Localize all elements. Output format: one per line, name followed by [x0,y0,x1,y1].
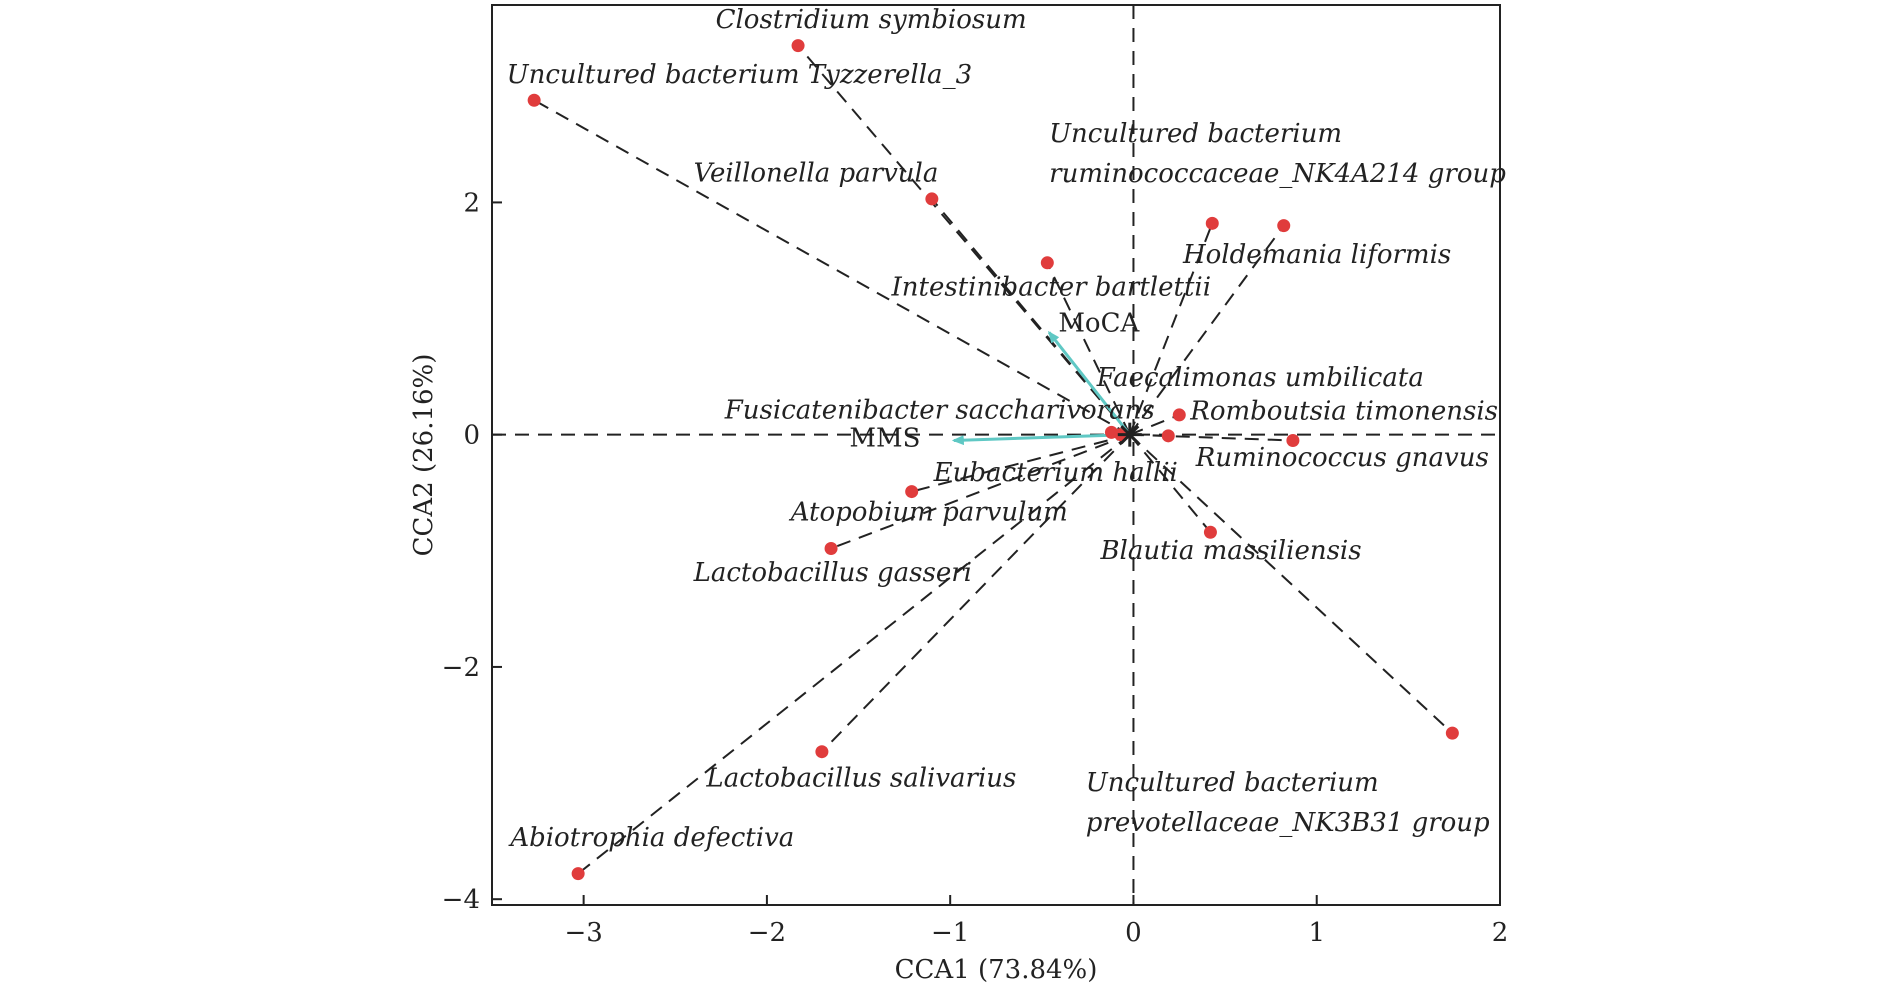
x-tick-label: 0 [1125,918,1142,948]
species-point [815,745,829,759]
species-connector [1128,222,1214,436]
species-label: Eubacterium hallii [933,458,1178,488]
species-label: Lactobacillus salivarius [705,764,1016,794]
env-vector-label: MoCA [1058,308,1140,338]
species-point [1203,525,1217,539]
species-connector [1128,225,1285,436]
plot-frame [491,4,1501,906]
species-points [527,39,1459,881]
species-point [571,867,585,881]
species-connector [830,433,1131,550]
species-label: Veillonella parvula [694,159,939,189]
env-vector-label: MMS [849,423,920,453]
y-tick-label: 0 [463,421,480,451]
x-axis-label: CCA1 (73.84%) [895,955,1098,985]
species-label: prevotellaceae_NK3B31 group [1086,808,1490,838]
species-connector [931,198,1131,436]
species-point [1161,429,1175,443]
species-point [527,93,541,107]
centroid-star-stroke [1120,425,1140,445]
species-labels: Clostridium symbiosum Uncultured bacteriu… [507,5,1507,853]
species-point [1445,726,1459,740]
environment-vectors [951,330,1131,446]
species-label: Fusicatenibacter saccharivorans [724,395,1155,425]
species-label: Romboutsia timonensis [1189,397,1498,427]
species-connector [577,433,1131,875]
species-label: Uncultured bacterium [1086,768,1379,798]
species-point [1205,216,1219,230]
species-label: Ruminococcus gnavus [1195,443,1489,473]
x-tick-label: 1 [1308,918,1325,948]
plot-border [491,4,1501,906]
y-tick-label: −2 [442,653,480,683]
y-tick-label: 2 [463,188,480,218]
species-label: Lactobacillus gasseri [693,558,972,588]
env-vector-arrow [1047,330,1131,436]
env-vector-arrow [951,433,1130,446]
species-connector [821,433,1131,753]
species-point [824,541,838,555]
species-point [1286,433,1300,447]
x-tick-label: −1 [931,918,969,948]
species-point [1040,256,1054,270]
species-connector [533,99,1131,436]
y-axis-label: CCA2 (26.16%) [409,354,439,557]
species-connector [1046,262,1131,436]
centroid-marker [1117,422,1142,447]
species-label: Clostridium symbiosum [716,5,1027,35]
species-connector [911,433,1131,493]
species-label: Uncultured bacterium Tyzzerella_3 [507,60,972,90]
axis-ticks: −3 −2 −1 0 1 2 −4 −2 0 2 [442,188,1509,948]
species-connector [1129,414,1180,436]
species-label: Holdemania liformis [1182,240,1451,270]
species-connector [1129,433,1454,734]
species-label: Abiotrophia defectiva [508,823,794,853]
species-label: Uncultured bacterium [1049,119,1342,149]
species-connector [797,44,1131,436]
species-point [1277,219,1291,233]
species-label: Intestinibacter bartlettii [891,272,1212,302]
species-label: ruminococcaceae_NK4A214 group [1049,159,1506,189]
x-tick-label: −3 [564,918,602,948]
species-point [925,192,939,206]
species-connector [1129,434,1212,533]
species-label: Atopobium parvulum [789,498,1068,528]
species-point [905,485,919,499]
species-label: Blautia massiliensis [1099,536,1361,566]
species-point [791,39,805,53]
species-connector [1129,433,1293,442]
species-point [1172,408,1186,422]
x-tick-label: 2 [1492,918,1509,948]
y-tick-label: −4 [442,885,480,915]
x-tick-label: −2 [748,918,786,948]
species-label: Faecalimonas umbilicata [1096,363,1424,393]
